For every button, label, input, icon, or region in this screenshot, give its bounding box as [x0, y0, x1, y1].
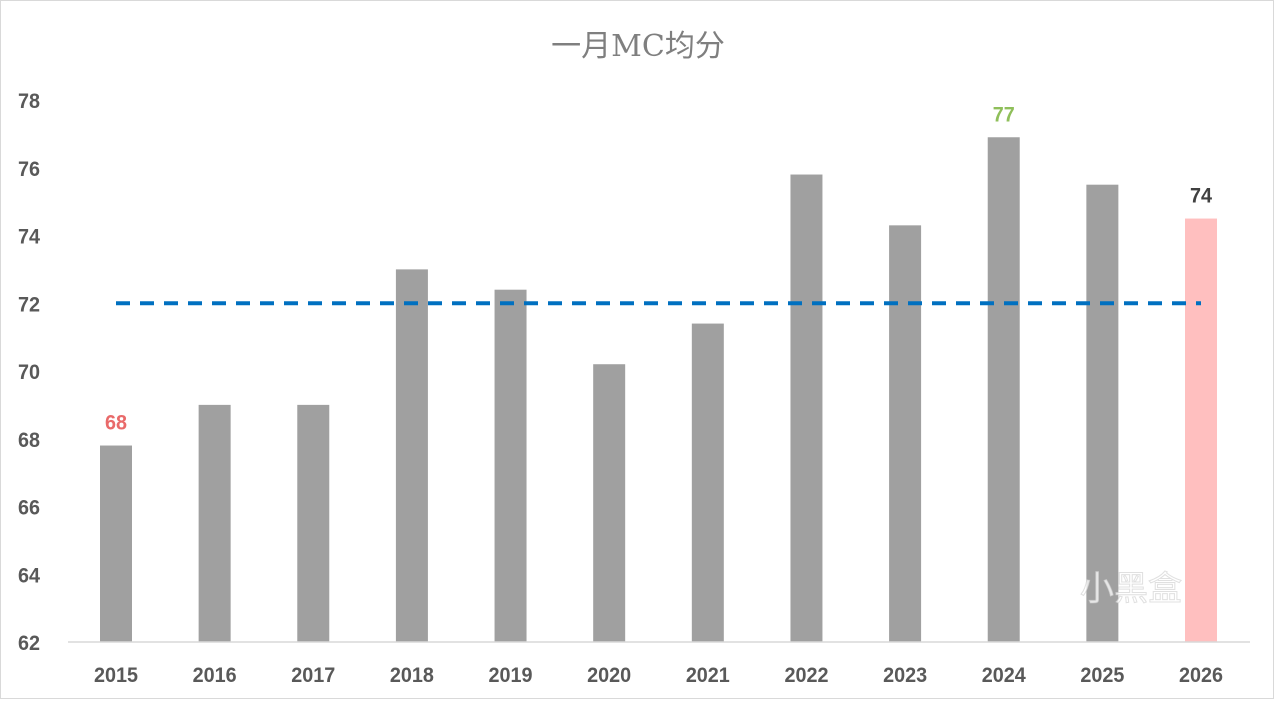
y-tick-label: 78 — [18, 90, 40, 113]
bar-2019 — [494, 289, 527, 642]
watermark-logo: 小黑盒 — [1080, 569, 1182, 609]
y-tick-label: 74 — [18, 226, 40, 249]
bars — [100, 137, 1217, 642]
x-axis: 2015 2016 2017 2018 2019 2020 2021 2022 2023 2024… — [94, 664, 1223, 687]
bar-2020 — [593, 364, 626, 642]
y-tick-label: 70 — [18, 361, 40, 384]
x-tick-label: 2021 — [686, 664, 730, 687]
data-labels: 68 77 74 — [105, 103, 1212, 434]
x-tick-label: 2024 — [982, 664, 1026, 687]
x-tick-label: 2020 — [587, 664, 631, 687]
bar-2015 — [100, 445, 132, 642]
x-tick-label: 2019 — [489, 664, 533, 687]
x-tick-label: 2022 — [784, 664, 828, 687]
bar-2017 — [297, 404, 330, 642]
x-tick-label: 2015 — [94, 664, 138, 687]
y-tick-label: 76 — [18, 158, 40, 181]
y-axis: 62 64 66 68 70 72 74 76 78 — [18, 90, 40, 655]
bar-2026 — [1185, 218, 1217, 642]
data-label-2015: 68 — [105, 412, 127, 435]
bar-2021 — [691, 323, 724, 642]
bar-2025 — [1086, 184, 1119, 642]
y-tick-label: 72 — [18, 293, 40, 316]
x-tick-label: 2016 — [193, 664, 237, 687]
x-tick-label: 2017 — [291, 664, 335, 687]
chart-title: 一月MC均分 — [551, 29, 725, 64]
x-tick-label: 2025 — [1080, 664, 1124, 687]
data-label-2026: 74 — [1190, 185, 1212, 208]
y-tick-label: 66 — [18, 497, 40, 520]
x-tick-label: 2018 — [390, 664, 434, 687]
y-tick-label: 62 — [18, 632, 40, 655]
bar-2016 — [198, 404, 231, 642]
x-tick-label: 2023 — [883, 664, 927, 687]
bar-2024 — [987, 137, 1020, 642]
x-tick-label: 2026 — [1179, 664, 1223, 687]
y-tick-label: 68 — [18, 429, 40, 452]
bar-2022 — [790, 174, 823, 642]
bar-2023 — [889, 225, 922, 642]
y-tick-label: 64 — [18, 564, 40, 587]
bar-2018 — [395, 269, 428, 642]
data-label-2024: 77 — [993, 103, 1015, 126]
